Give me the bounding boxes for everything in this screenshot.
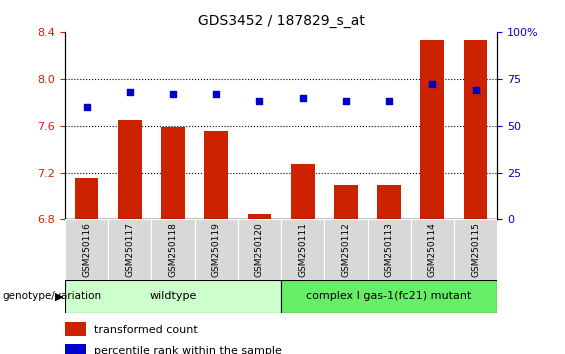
Bar [194, 219, 238, 280]
Bar [411, 219, 454, 280]
Text: GSM250114: GSM250114 [428, 222, 437, 277]
Bar [454, 219, 497, 280]
Text: genotype/variation: genotype/variation [3, 291, 102, 302]
Bar [205, 131, 228, 219]
Text: GSM250112: GSM250112 [341, 222, 350, 277]
Text: wildtype: wildtype [149, 291, 197, 302]
Text: GSM250117: GSM250117 [125, 222, 134, 278]
Bar [65, 219, 108, 280]
Bar [65, 344, 86, 354]
Text: GSM250115: GSM250115 [471, 222, 480, 278]
Text: GSM250116: GSM250116 [82, 222, 91, 278]
Point [212, 91, 221, 97]
Bar [65, 280, 281, 313]
Point [341, 98, 350, 104]
Bar [108, 219, 151, 280]
Point [471, 87, 480, 93]
Point [125, 89, 134, 95]
Title: GDS3452 / 187829_s_at: GDS3452 / 187829_s_at [198, 14, 364, 28]
Bar [464, 40, 488, 219]
Text: complex I gas-1(fc21) mutant: complex I gas-1(fc21) mutant [306, 291, 472, 302]
Bar [247, 214, 271, 219]
Point [298, 95, 307, 101]
Point [255, 98, 264, 104]
Point [385, 98, 394, 104]
Bar [367, 219, 411, 280]
Bar [118, 120, 142, 219]
Point [428, 81, 437, 87]
Bar [281, 280, 497, 313]
Text: GSM250119: GSM250119 [212, 222, 221, 278]
Bar [377, 185, 401, 219]
Text: transformed count: transformed count [94, 325, 198, 335]
Text: GSM250120: GSM250120 [255, 222, 264, 277]
Bar [281, 219, 324, 280]
Text: GSM250113: GSM250113 [385, 222, 394, 278]
Bar [151, 219, 194, 280]
Bar [291, 164, 315, 219]
Bar [75, 178, 98, 219]
Text: GSM250111: GSM250111 [298, 222, 307, 278]
Bar [334, 185, 358, 219]
Text: ▶: ▶ [55, 291, 63, 302]
Text: percentile rank within the sample: percentile rank within the sample [94, 346, 281, 354]
Bar [161, 127, 185, 219]
Bar [420, 40, 444, 219]
Point [82, 104, 91, 110]
Bar [238, 219, 281, 280]
Bar [324, 219, 368, 280]
Bar [65, 322, 86, 336]
Text: GSM250118: GSM250118 [168, 222, 177, 278]
Point [168, 91, 177, 97]
